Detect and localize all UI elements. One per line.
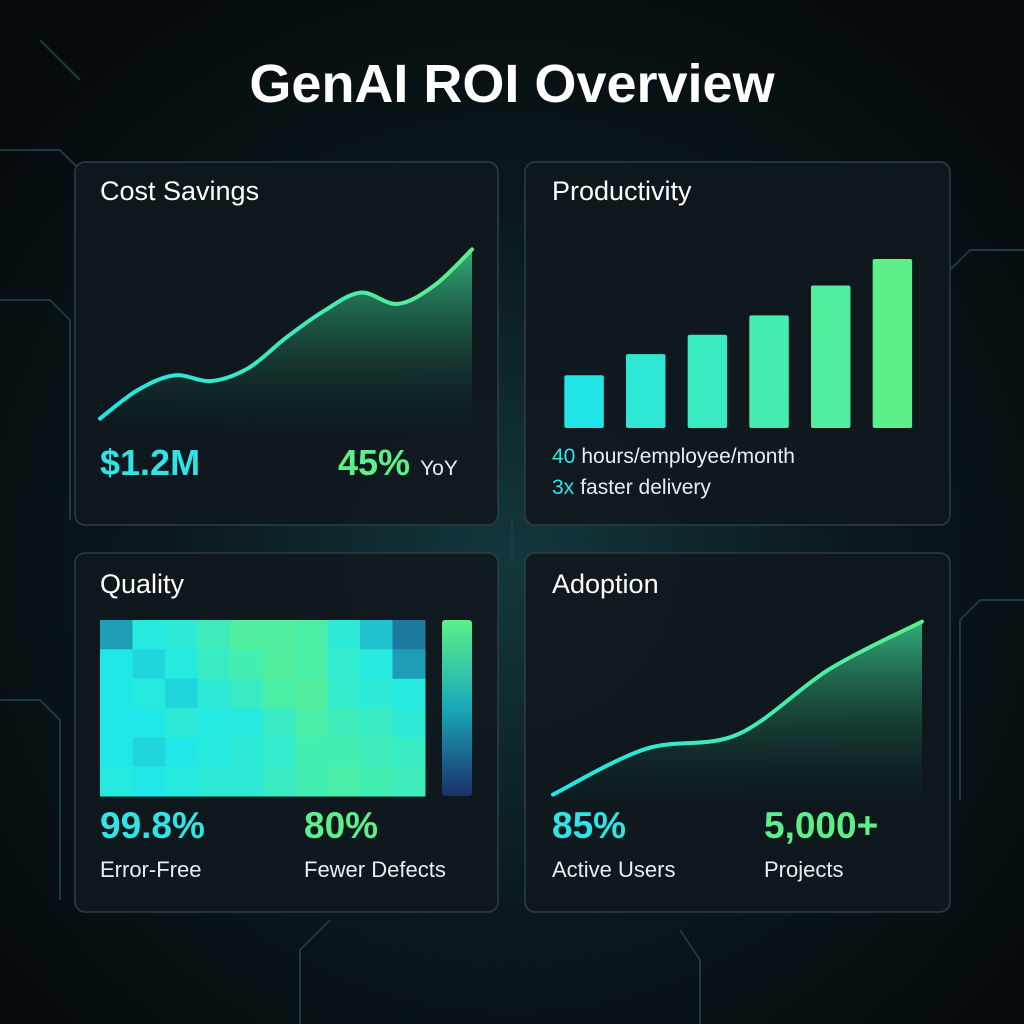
bar [749, 315, 789, 428]
metric-label: YoY [420, 457, 458, 480]
heat-cell [230, 737, 263, 768]
heat-cell [230, 678, 263, 709]
heat-cell [100, 737, 133, 768]
bar [811, 285, 851, 428]
heat-cell [295, 678, 328, 709]
heat-cell [132, 708, 166, 738]
heat-cell [360, 678, 393, 709]
heat-cell [197, 678, 231, 709]
metric-label: Error-Free [100, 857, 201, 882]
heat-cell [360, 737, 393, 768]
bar [564, 375, 604, 428]
panel-title: Productivity [552, 176, 692, 206]
heat-cell [327, 678, 361, 709]
panel-title: Adoption [552, 569, 659, 599]
metric-value: 99.8% [100, 805, 205, 846]
heat-cell [165, 649, 198, 680]
heat-cell [392, 678, 426, 709]
metric-value: 3x [552, 476, 575, 499]
bar [626, 354, 666, 428]
panel-title: Cost Savings [100, 176, 259, 206]
metric: 45% YoY [338, 442, 458, 483]
heat-cell [100, 678, 133, 709]
heat-cell [165, 766, 198, 797]
heat-cell [230, 766, 263, 797]
metric-label: Active Users [552, 857, 675, 882]
heat-cell [132, 649, 166, 680]
heat-cell [197, 737, 231, 768]
line [98, 247, 474, 421]
heat-cell [262, 708, 296, 738]
metric-label: Projects [764, 857, 843, 882]
heat-cell [360, 708, 393, 738]
metric: $1.2M [100, 442, 200, 483]
metric-label: Fewer Defects [304, 857, 446, 882]
heat-cell [132, 678, 166, 709]
heat-cell [132, 737, 166, 768]
heat-cell [262, 620, 296, 650]
metric: 3x faster delivery [552, 476, 711, 499]
heat-cell [230, 708, 263, 738]
page-title: GenAI ROI Overview [249, 54, 775, 114]
line [551, 619, 924, 797]
heat-cell [295, 766, 328, 797]
heat-cell [392, 708, 426, 738]
metric-label: hours/employee/month [581, 445, 795, 468]
heat-cell [262, 737, 296, 768]
heat-cell [100, 708, 133, 738]
heat-cell [100, 620, 133, 650]
heat-cell [262, 766, 296, 797]
heat-cell [262, 649, 296, 680]
heat-cell [360, 649, 393, 680]
heat-cell [392, 620, 426, 650]
heat-cell [100, 649, 133, 680]
heat-cell [197, 620, 231, 650]
heat-cell [165, 737, 198, 768]
heat-cell [197, 708, 231, 738]
metric-label: faster delivery [580, 476, 711, 499]
heat-cell [295, 649, 328, 680]
heat-cell [165, 620, 198, 650]
heat-cell [262, 678, 296, 709]
metric: 40 hours/employee/month [552, 445, 795, 468]
heat-cell [392, 649, 426, 680]
heat-cell [197, 649, 231, 680]
heat-cell [392, 766, 426, 797]
heat-cell [360, 620, 393, 650]
heat-cell [295, 708, 328, 738]
metric-value: 85% [552, 805, 626, 846]
panel-title: Quality [100, 569, 185, 599]
heat-cell [197, 766, 231, 797]
circuit-lines [0, 39, 1024, 1024]
heat-cell [327, 649, 361, 680]
heat-cell [230, 649, 263, 680]
bar [687, 334, 728, 428]
heat-cell [295, 737, 328, 768]
heat-cell [327, 766, 361, 797]
bar [872, 259, 913, 428]
heat-cell [360, 766, 393, 797]
heat-cell [295, 620, 328, 650]
heat-cell [132, 620, 166, 650]
panel [524, 161, 951, 526]
metric-value: $1.2M [100, 442, 200, 483]
heat-cell [165, 708, 198, 738]
metric-value: 80% [304, 805, 378, 846]
area [553, 621, 922, 800]
heat-cell [327, 708, 361, 738]
metric-value: 40 [552, 445, 575, 468]
metric-value: 45% [338, 442, 410, 483]
color-bar [442, 620, 472, 796]
heat-cell [392, 737, 426, 768]
heat-cell [100, 766, 133, 797]
metric-value: 5,000+ [764, 805, 878, 846]
heat-cell [327, 737, 361, 768]
heat-cell [132, 766, 166, 797]
heat-cell [327, 620, 361, 650]
heat-cell [165, 678, 198, 709]
heat-cell [230, 620, 263, 650]
